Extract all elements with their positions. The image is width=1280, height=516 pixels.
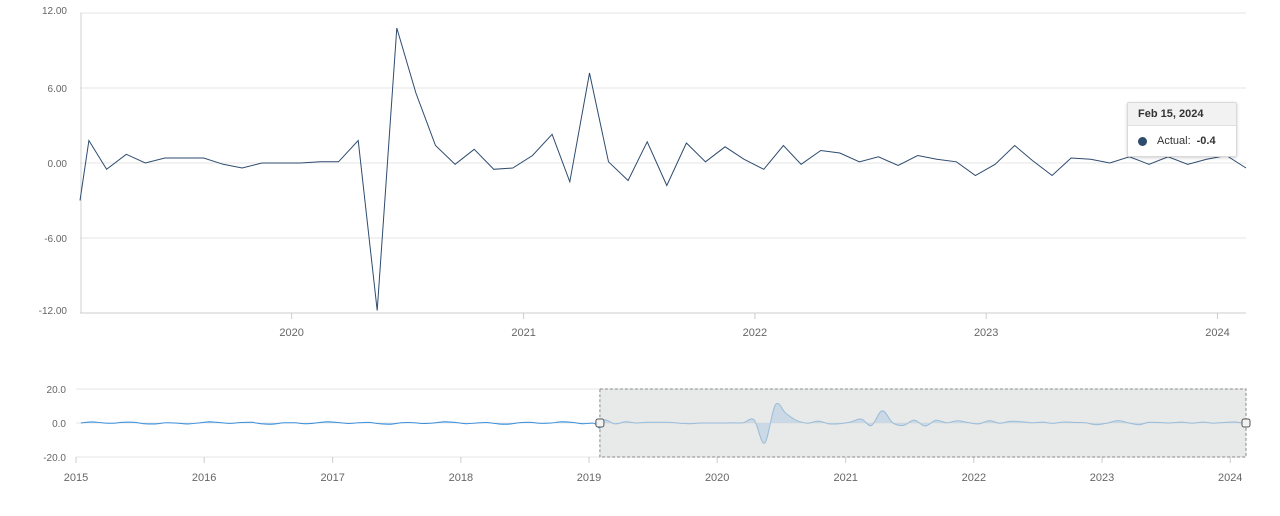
tooltip-date: Feb 15, 2024	[1128, 103, 1236, 126]
y-tick-label: 12.00	[42, 6, 67, 17]
navigator-handle-left[interactable]	[595, 418, 605, 428]
x-tick-label: 2023	[974, 327, 998, 339]
x-tick-label: 2020	[279, 327, 303, 339]
y-tick-label: -12.00	[39, 306, 68, 317]
tooltip-body: Actual: -0.4	[1128, 126, 1236, 156]
navigator-x-tick-label: 2019	[577, 472, 601, 484]
navigator-selection[interactable]	[599, 388, 1247, 458]
tooltip-series-label: Actual:	[1157, 135, 1191, 147]
navigator-y-tick-label: -20.0	[43, 453, 66, 464]
navigator-x-tick-label: 2023	[1090, 472, 1114, 484]
series-marker-icon	[1138, 136, 1147, 146]
navigator-x-tick-label: 2024	[1218, 472, 1242, 484]
y-tick-label: 0.00	[48, 159, 68, 170]
x-tick-label: 2022	[743, 327, 767, 339]
navigator-x-tick-label: 2020	[705, 472, 729, 484]
y-tick-label: -6.00	[44, 234, 67, 245]
navigator-line	[80, 402, 1247, 444]
navigator-x-tick-label: 2017	[320, 472, 344, 484]
tooltip-value: -0.4	[1196, 135, 1216, 147]
navigator-y-tick-label: 0.0	[52, 419, 66, 430]
navigator-x-tick-label: 2018	[449, 472, 473, 484]
x-tick-label: 2024	[1205, 327, 1229, 339]
main-line-chart[interactable]: 12.00 6.00 0.00 -6.00 -12.00 2020 2021 2022 202…	[0, 0, 1280, 345]
navigator-x-tick-label: 2016	[192, 472, 216, 484]
chart-tooltip: Feb 15, 2024 Actual: -0.4	[1127, 102, 1237, 157]
navigator-x-tick-label: 2015	[64, 472, 88, 484]
x-tick-label: 2021	[511, 327, 535, 339]
series-line-actual	[79, 27, 1247, 311]
navigator-area	[80, 403, 1246, 444]
navigator-x-tick-label: 2022	[962, 472, 986, 484]
y-tick-label: 6.00	[48, 84, 68, 95]
navigator-y-tick-label: 20.0	[47, 385, 67, 396]
navigator-x-tick-label: 2021	[833, 472, 857, 484]
navigator-handle-right[interactable]	[1241, 418, 1251, 428]
